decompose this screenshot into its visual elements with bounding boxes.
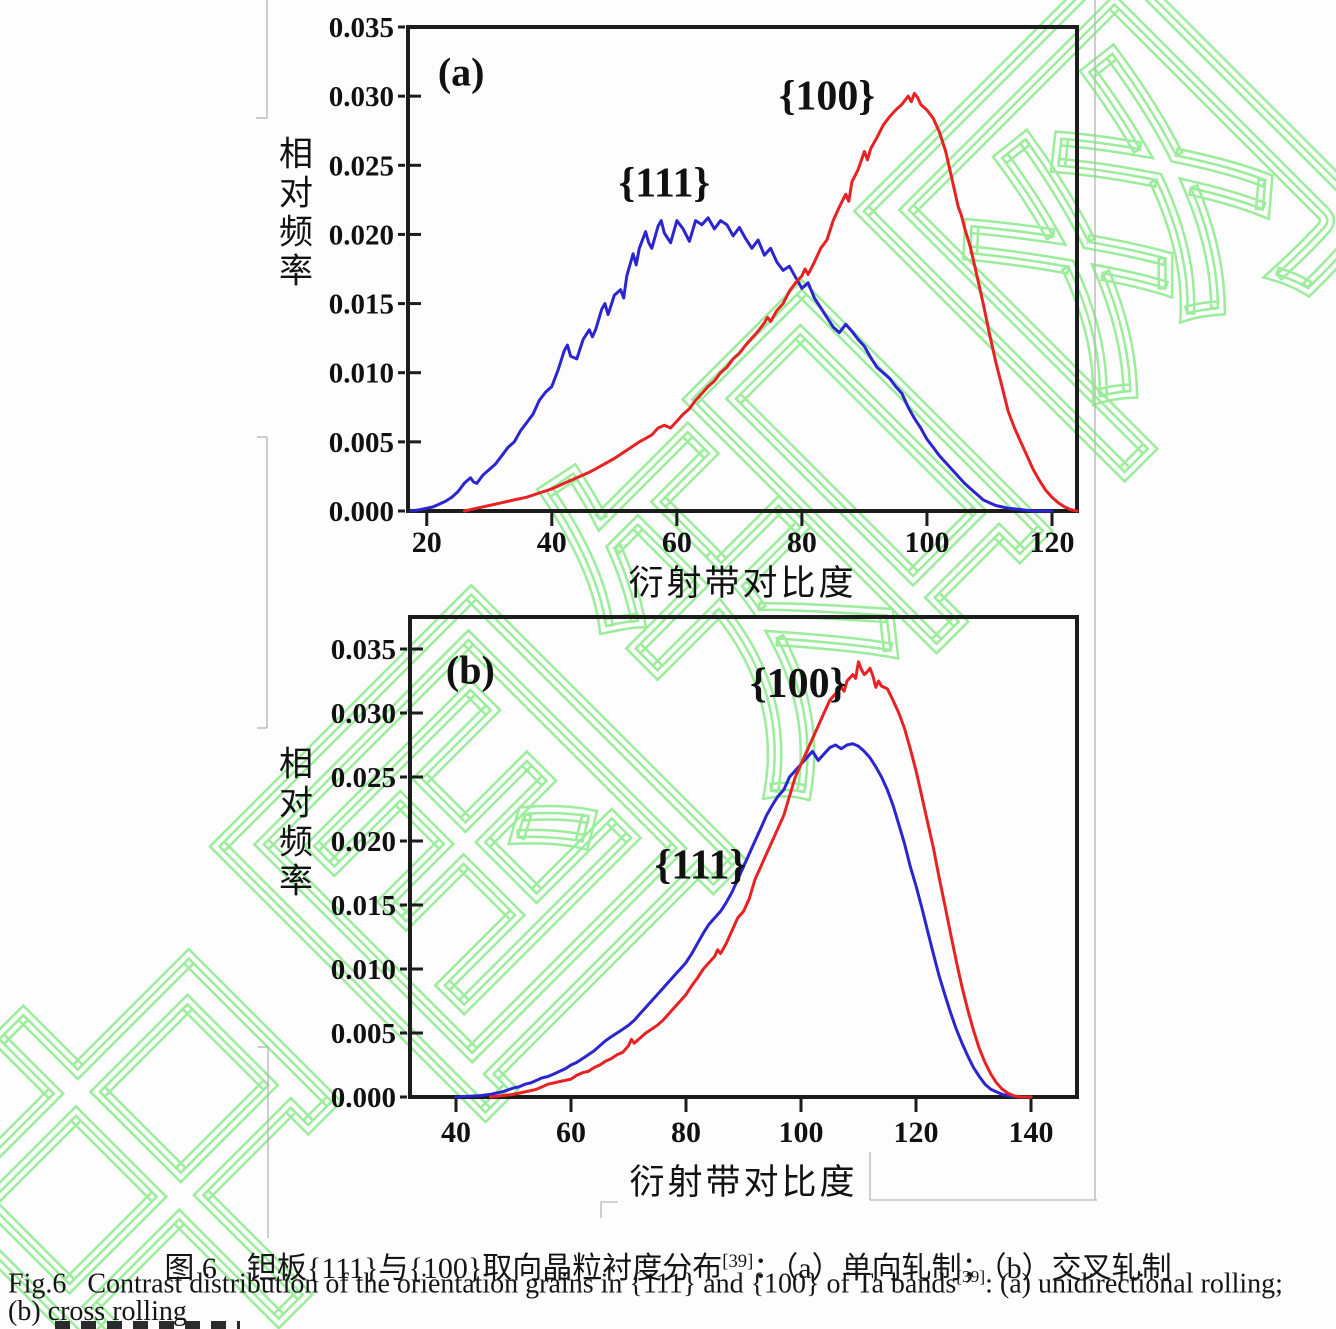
curve-a-111 [409,216,1054,513]
y-tick-label-a-0.000: 0.000 [329,496,394,528]
y-tick-label-a-0.010: 0.010 [329,358,394,390]
x-tick-label-b-100: 100 [779,1116,824,1149]
y-axis-label-char-a-2: 频 [279,214,313,252]
y-axis-label-char-a-1: 对 [279,175,313,213]
plot-frame-a [406,25,1079,513]
annotation-a-111: {111} [619,161,710,207]
y-tick-label-b-0.030: 0.030 [331,698,396,730]
y-tick-label-b-0.000: 0.000 [331,1082,396,1114]
x-tick-label-b-120: 120 [894,1116,939,1149]
x-tick-label-a-60: 60 [662,526,692,559]
annotation-b-b: (b) [446,647,495,692]
y-tick-label-b-0.010: 0.010 [331,954,396,986]
caption-en-text-tail: : (a) unidirectional rolling; [985,1268,1283,1300]
y-axis-label-char-b-3: 率 [279,863,313,901]
x-tick-label-b-80: 80 [671,1116,701,1149]
curve-b-111 [454,742,1033,1099]
caption-en-reference-superscript: [39] [956,1267,986,1286]
y-axis-label-char-a-3: 率 [279,253,313,291]
annotation-a-100: {100} [779,73,875,119]
chart-b: 40 60 80 100 120 140 0.000 0.005 0.010 0.015 0.020… [279,615,1079,1202]
y-tick-label-b-0.005: 0.005 [331,1018,396,1050]
y-tick-label-a-0.035: 0.035 [329,12,394,44]
x-tick-label-a-120: 120 [1029,526,1074,559]
x-tick-label-a-40: 40 [537,526,567,559]
caption-line-chinese: 图 6 钽板{111}与{100}取向晶粒衬度分布[39]：（a）单向轧制；（b… [0,1243,1336,1287]
caption-cn-text: 图 6 钽板{111}与{100}取向晶粒衬度分布 [164,1252,723,1285]
y-axis-label-char-b-0: 相 [279,746,313,784]
y-tick-label-a-0.015: 0.015 [329,289,394,321]
y-axis-label-char-b-1: 对 [279,785,313,823]
chart-a: 20 40 60 80 100 120 0.000 0.005 0.010 0.015 0.020 0… [279,12,1079,603]
x-tick-label-b-60: 60 [556,1116,586,1149]
curve-b-100 [489,660,1033,1099]
x-tick-label-b-140: 140 [1009,1116,1054,1149]
x-tick-label-b-40: 40 [441,1116,471,1149]
frame-artifact-lines [256,0,1097,1238]
y-axis-label-char-b-2: 频 [279,824,313,862]
plot-frame-b [408,615,1079,1099]
y-tick-label-b-0.020: 0.020 [331,826,396,858]
x-tick-label-a-100: 100 [904,526,949,559]
annotation-a-a: (a) [438,49,485,94]
clipped-text-fragment [55,1321,240,1329]
y-tick-label-a-0.025: 0.025 [329,150,394,182]
curve-a-100 [462,91,1079,513]
x-axis-label-b: 衍射带对比度 [629,1163,857,1202]
caption-cn-text-tail: ：（a）单向轧制；（b）交叉轧制 [753,1252,1172,1285]
annotation-b-100: {100} [750,661,846,707]
y-tick-label-b-0.035: 0.035 [331,634,396,666]
y-tick-label-b-0.015: 0.015 [331,890,396,922]
y-tick-label-b-0.025: 0.025 [331,762,396,794]
annotation-b-111: {111} [655,843,746,889]
caption-cn-reference-superscript: [39] [722,1251,754,1272]
y-tick-label-a-0.030: 0.030 [329,81,394,113]
y-tick-label-a-0.020: 0.020 [329,219,394,251]
caption-line-english: Fig.6 Contrast distribution of the orien… [8,1267,1283,1300]
x-axis-label-a: 衍射带对比度 [628,564,856,603]
y-tick-label-a-0.005: 0.005 [329,427,394,459]
x-tick-label-a-80: 80 [787,526,817,559]
caption-en-text: Fig.6 Contrast distribution of the orien… [8,1268,957,1300]
y-axis-label-char-a-0: 相 [279,136,313,174]
x-tick-label-a-20: 20 [412,526,442,559]
